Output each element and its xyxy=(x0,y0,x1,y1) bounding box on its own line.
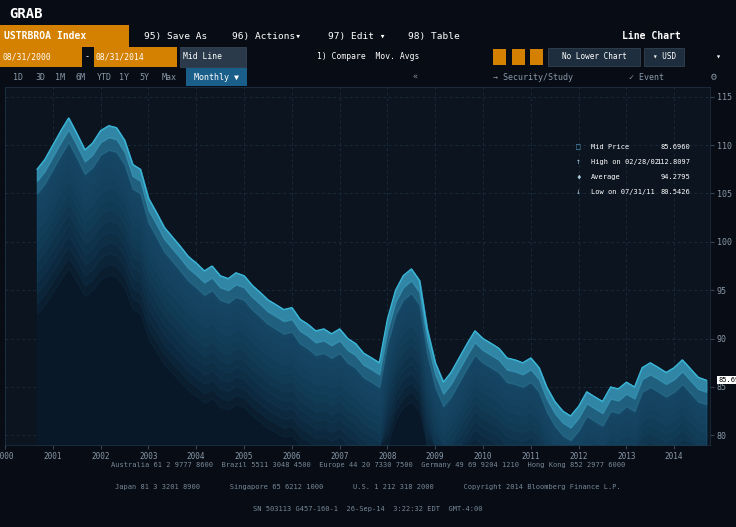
Text: 6M: 6M xyxy=(75,73,85,82)
Bar xyxy=(94,47,177,67)
Text: ↓: ↓ xyxy=(576,187,581,196)
Bar xyxy=(548,48,640,66)
Bar xyxy=(530,49,543,65)
Text: Mid Line: Mid Line xyxy=(183,53,222,62)
Text: 1M: 1M xyxy=(55,73,66,82)
Text: Low on 07/31/11: Low on 07/31/11 xyxy=(591,189,654,194)
Text: High on 02/28/02: High on 02/28/02 xyxy=(591,159,659,164)
Text: 97) Edit ▾: 97) Edit ▾ xyxy=(328,32,385,41)
Bar xyxy=(493,49,506,65)
Text: 08/31/2000: 08/31/2000 xyxy=(3,53,52,62)
Text: 95) Save As: 95) Save As xyxy=(144,32,207,41)
Text: No Lower Chart: No Lower Chart xyxy=(562,53,627,62)
Text: ♦: ♦ xyxy=(576,172,581,181)
Bar xyxy=(644,48,684,66)
Text: 3D: 3D xyxy=(35,73,46,82)
Text: 85.6960: 85.6960 xyxy=(660,144,690,150)
Text: Mid Price: Mid Price xyxy=(591,144,629,150)
Text: 94.2795: 94.2795 xyxy=(660,173,690,180)
Bar xyxy=(512,49,525,65)
Text: Line Chart: Line Chart xyxy=(622,31,681,41)
Bar xyxy=(0,47,82,67)
Text: 96) Actions▾: 96) Actions▾ xyxy=(232,32,301,41)
Text: 85.6960: 85.6960 xyxy=(718,377,736,383)
Bar xyxy=(180,47,246,67)
Text: Australia 61 2 9777 8600  Brazil 5511 3048 4500  Europe 44 20 7330 7500  Germany: Australia 61 2 9777 8600 Brazil 5511 304… xyxy=(111,462,625,467)
Text: Max: Max xyxy=(162,73,177,82)
Text: □: □ xyxy=(576,142,581,151)
Text: 1D: 1D xyxy=(13,73,24,82)
Text: 98) Table: 98) Table xyxy=(408,32,460,41)
Text: GRAB: GRAB xyxy=(9,7,43,21)
Text: ▾ USD: ▾ USD xyxy=(653,53,676,62)
Text: 112.8097: 112.8097 xyxy=(656,159,690,164)
Text: Average: Average xyxy=(591,173,620,180)
Text: SN 503113 G457-160-1  26-Sep-14  3:22:32 EDT  GMT-4:00: SN 503113 G457-160-1 26-Sep-14 3:22:32 E… xyxy=(253,506,483,512)
Text: -: - xyxy=(85,53,90,62)
Text: 1Y: 1Y xyxy=(119,73,130,82)
Text: USTRBROA Index: USTRBROA Index xyxy=(4,31,86,41)
Text: ↑: ↑ xyxy=(576,157,581,166)
Text: «: « xyxy=(412,73,417,82)
Text: 5Y: 5Y xyxy=(140,73,150,82)
Text: 80.5426: 80.5426 xyxy=(660,189,690,194)
Bar xyxy=(186,68,247,86)
Text: Monthly ▼: Monthly ▼ xyxy=(194,73,239,82)
Text: ▾: ▾ xyxy=(715,53,720,62)
Text: 1) Compare  Mov. Avgs: 1) Compare Mov. Avgs xyxy=(316,53,420,62)
Text: 08/31/2014: 08/31/2014 xyxy=(96,53,144,62)
Text: → Security/Study: → Security/Study xyxy=(493,73,573,82)
Bar xyxy=(0,25,129,47)
Text: ⚙: ⚙ xyxy=(711,72,717,82)
Text: YTD: YTD xyxy=(97,73,112,82)
Text: ✓ Event: ✓ Event xyxy=(629,73,665,82)
Text: Japan 81 3 3201 8900       Singapore 65 6212 1000       U.S. 1 212 318 2000     : Japan 81 3 3201 8900 Singapore 65 6212 1… xyxy=(115,484,621,490)
